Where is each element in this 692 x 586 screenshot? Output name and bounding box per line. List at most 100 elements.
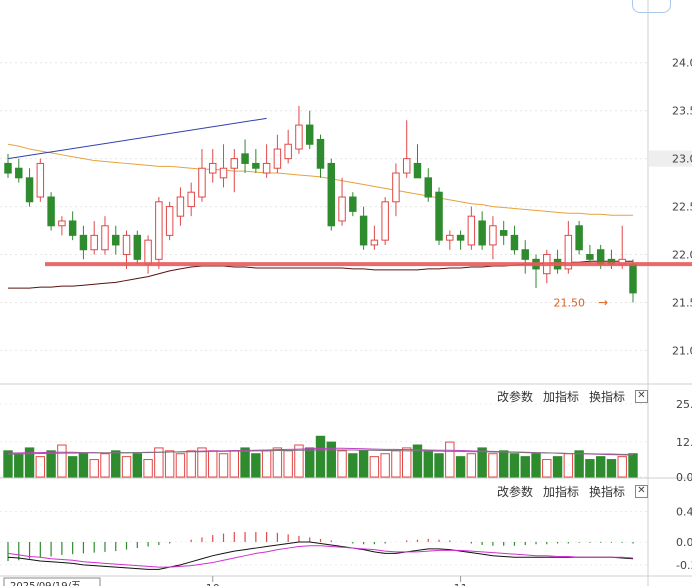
volume-ma-line	[7, 449, 633, 455]
volume-bar	[283, 450, 293, 478]
candle	[101, 216, 109, 255]
candle-body	[338, 196, 346, 222]
candle-body	[165, 206, 174, 236]
candle-body	[230, 158, 239, 169]
volume-bar	[606, 459, 617, 478]
candle	[521, 240, 529, 274]
volume-bar	[412, 444, 423, 478]
candle	[252, 149, 260, 174]
candle	[499, 220, 508, 245]
candle-body	[144, 239, 152, 265]
volume-bar	[240, 447, 250, 478]
candle	[489, 216, 497, 260]
candle-body	[596, 249, 605, 265]
candle-body	[198, 167, 206, 198]
candle-body	[133, 234, 142, 260]
volume-bar	[164, 450, 175, 478]
x-month-label: 11	[454, 582, 468, 586]
volume-bar	[89, 459, 99, 478]
candle-body	[79, 234, 88, 251]
add-indicator-button[interactable]: 加指标	[542, 484, 579, 499]
candle	[187, 182, 195, 217]
volume-bar	[175, 453, 186, 478]
candle	[112, 225, 120, 255]
candle	[402, 120, 411, 178]
volume-bar	[35, 456, 46, 478]
candle-body	[36, 162, 45, 198]
candle-body	[327, 162, 336, 227]
volume-bar	[121, 456, 132, 478]
switch-indicator-button[interactable]: 换指标	[588, 484, 625, 499]
candle	[295, 105, 303, 154]
y-tick-label: 0.0	[676, 471, 692, 484]
candle-body	[112, 234, 120, 246]
candle	[575, 220, 583, 255]
volume-bar	[585, 459, 595, 478]
candle-body	[25, 177, 34, 203]
volume-bar	[380, 453, 390, 478]
candle	[165, 201, 174, 241]
volume-bar	[197, 447, 207, 478]
volume-bar	[348, 453, 358, 478]
candle-body	[90, 234, 98, 251]
candle-body	[510, 234, 519, 251]
candle-body	[4, 162, 12, 174]
candle	[359, 206, 368, 250]
volume-bar	[563, 453, 574, 478]
volume-bar	[24, 447, 35, 478]
candle-body	[262, 162, 271, 174]
y-tick-label: 12.1	[676, 436, 692, 449]
low-price-label: 21.50	[554, 296, 586, 309]
candle	[532, 254, 540, 289]
candle-body	[47, 196, 55, 227]
volume-bar	[628, 453, 638, 478]
candle-body	[155, 201, 163, 260]
candle-body	[295, 124, 303, 150]
date-label: 2025/09/19/五	[10, 581, 81, 586]
candle-body	[15, 167, 23, 179]
candle-body	[435, 191, 443, 241]
candle	[176, 187, 185, 226]
y-tick-label: 21.0	[672, 344, 692, 357]
volume-bar	[466, 453, 477, 478]
volume-bar	[186, 450, 196, 478]
candle	[25, 168, 34, 207]
current-price-tag	[649, 150, 692, 167]
candle	[446, 230, 454, 250]
close-icon[interactable]: ✕	[635, 389, 648, 403]
edit-params-button[interactable]: 改参数	[496, 389, 533, 404]
candle	[424, 168, 432, 202]
candle-body	[499, 230, 508, 236]
candle-body	[402, 158, 411, 174]
add-indicator-button[interactable]: 加指标	[542, 389, 579, 404]
panel-toggle-button[interactable]	[632, 0, 671, 13]
close-icon[interactable]: ✕	[635, 484, 648, 498]
volume-bar	[272, 447, 283, 478]
candle-body	[478, 220, 486, 246]
volume-bar	[14, 453, 24, 478]
volume-bar	[57, 444, 67, 478]
volume-bar	[445, 441, 455, 478]
macd-dea-line	[7, 545, 634, 568]
y-tick-label: 21.5	[672, 296, 692, 309]
candle	[413, 144, 422, 179]
volume-bar	[542, 459, 552, 478]
volume-bar	[337, 450, 347, 478]
volume-bar	[391, 450, 401, 478]
volume-bar	[595, 456, 606, 478]
volume-bar	[488, 453, 498, 478]
candle-body	[424, 177, 432, 198]
y-tick-label: 23.0	[672, 153, 692, 166]
candle-body	[252, 162, 260, 169]
volume-bar	[552, 456, 563, 478]
switch-indicator-button[interactable]: 换指标	[588, 389, 625, 404]
edit-params-button[interactable]: 改参数	[496, 484, 533, 499]
candle	[58, 216, 66, 236]
volume-bar	[111, 450, 121, 478]
candle	[456, 230, 465, 250]
low-price-arrow: →	[598, 295, 608, 309]
candle-body	[209, 162, 217, 174]
candle	[586, 244, 594, 265]
candle	[349, 192, 357, 217]
